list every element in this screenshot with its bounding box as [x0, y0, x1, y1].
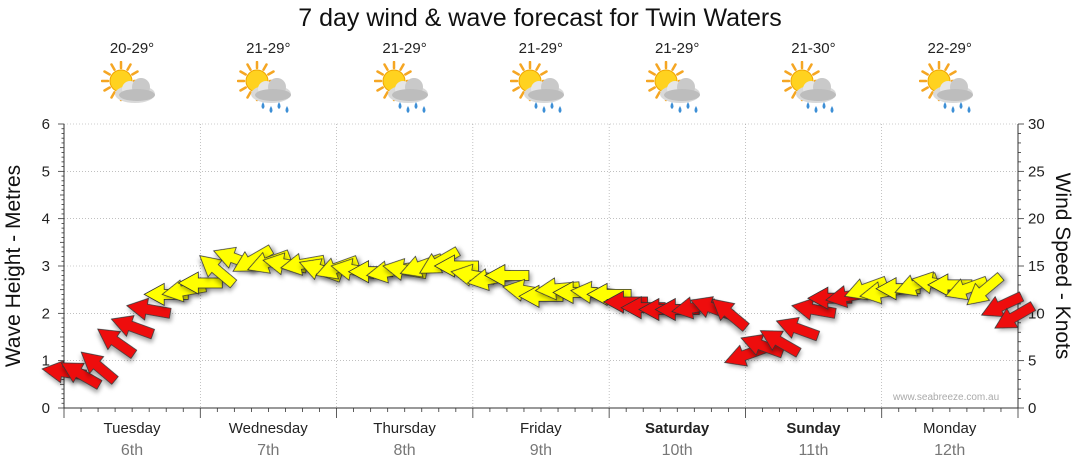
x-tick-label-date: 8th: [393, 442, 416, 459]
left-tick-label: 1: [42, 353, 50, 370]
left-tick-label: 2: [42, 305, 50, 322]
x-tick-label-day: Saturday: [645, 420, 710, 437]
sun-cloud-rain-icon: [609, 60, 745, 126]
x-tick-label-date: 11th: [798, 442, 829, 459]
temperature-range: 21-29°: [382, 40, 427, 57]
page-title: 7 day wind & wave forecast for Twin Wate…: [298, 4, 782, 32]
wind-arrow: [433, 254, 479, 278]
wind-arrow: [759, 330, 802, 358]
left-tick-label: 0: [42, 400, 50, 417]
wind-arrow: [484, 263, 530, 288]
temperature-range: 22-29°: [927, 40, 972, 57]
temperature-range: 21-29°: [654, 40, 700, 57]
right-tick-label: 20: [1028, 211, 1045, 228]
wind-arrow: [966, 272, 1005, 306]
y-axis-title-wind-speed: Wind Speed - Knots: [1051, 172, 1074, 360]
wind-arrow: [60, 362, 103, 390]
sun-cloud-rain-icon: [337, 60, 473, 126]
day-forecast-monday: 22-29°: [882, 40, 1018, 126]
wind-arrow: [994, 301, 1037, 329]
temperature-range: 20-29°: [109, 40, 155, 57]
watermark: www.seabreeze.com.au: [893, 392, 1000, 403]
wind-arrow: [602, 290, 648, 314]
wind-arrow: [775, 316, 821, 342]
day-forecast-sunday: 21-30°: [745, 40, 881, 126]
sun-cloud-rain-icon: [473, 60, 609, 126]
left-tick-label: 5: [42, 163, 50, 180]
wind-arrows: [41, 244, 1037, 390]
temperature-range: 21-29°: [246, 40, 291, 57]
wind-arrow: [419, 246, 461, 274]
wind-arrow: [126, 297, 172, 321]
sun-cloud-rain-icon: [745, 60, 881, 126]
left-tick-label: 3: [42, 258, 50, 275]
x-tick-label-day: Wednesday: [228, 420, 308, 437]
day-forecast-thursday: 21-29°: [337, 40, 473, 126]
left-tick-label: 4: [42, 211, 50, 228]
wind-arrow: [110, 315, 155, 340]
y-axis-title-wave-height: Wave Height - Metres: [2, 164, 25, 368]
x-tick-label-date: 7th: [257, 442, 280, 459]
temperature-range: 21-29°: [518, 40, 564, 57]
x-tick-label-day: Thursday: [373, 420, 436, 437]
sun-cloud-rain-icon: [200, 60, 336, 126]
x-tick-label-date: 9th: [529, 442, 552, 459]
right-tick-label: 25: [1028, 163, 1045, 180]
wind-arrow: [80, 351, 119, 385]
right-tick-label: 15: [1028, 258, 1045, 275]
wind-arrow: [199, 255, 238, 289]
day-forecast-wednesday: 21-29°: [200, 40, 336, 126]
wind-arrow: [97, 328, 138, 359]
wind-arrow: [177, 271, 223, 295]
sun-cloud-rain-icon: [882, 60, 1018, 126]
left-tick-label: 6: [42, 116, 50, 133]
temperature-range: 21-30°: [791, 40, 836, 57]
right-tick-label: 0: [1028, 400, 1036, 417]
x-tick-label-date: 10th: [661, 442, 693, 459]
x-tick-label-day: Friday: [520, 420, 562, 437]
sun-cloud-icon: [64, 60, 200, 126]
day-forecast-tuesday: 20-29°: [64, 40, 200, 126]
x-tick-label-day: Tuesday: [103, 420, 161, 437]
wind-arrow: [711, 298, 750, 332]
day-forecast-saturday: 21-29°: [609, 40, 745, 126]
right-tick-label: 30: [1028, 116, 1045, 133]
x-tick-label-date: 12th: [934, 442, 966, 459]
day-forecast-friday: 21-29°: [473, 40, 609, 126]
right-tick-label: 5: [1028, 353, 1036, 370]
x-tick-label-day: Sunday: [786, 420, 841, 437]
x-tick-label-date: 6th: [120, 442, 144, 459]
x-tick-label-day: Monday: [923, 420, 977, 437]
